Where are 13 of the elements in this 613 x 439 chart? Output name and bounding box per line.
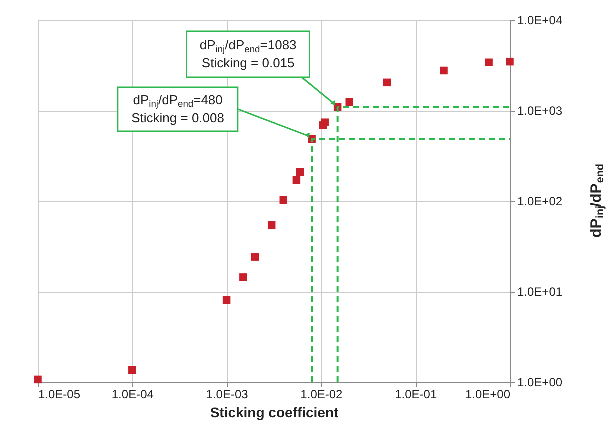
x-tick-label: 1.0E-03 xyxy=(206,388,249,402)
y-axis-title: dPinj/dPend xyxy=(588,164,606,238)
y-tick-label: 1.0E+04 xyxy=(518,14,563,28)
x-tick-label: 1.0E-01 xyxy=(395,388,438,402)
x-tick-label: 1.0E-02 xyxy=(300,388,344,402)
x-axis-title: Sticking coefficient xyxy=(210,404,340,420)
y-tick-label: 1.0E+03 xyxy=(518,104,563,118)
x-tick-label: 1.0E-04 xyxy=(112,388,154,402)
y-tick-label: 1.0E+02 xyxy=(518,194,563,208)
y-tick-label: 1.0E+00 xyxy=(518,376,563,390)
x-tick-label: 1.0E+00 xyxy=(465,388,511,402)
y-tick-label: 1.0E+01 xyxy=(518,285,563,299)
x-tick-label: 1.0E-05 xyxy=(38,388,81,402)
